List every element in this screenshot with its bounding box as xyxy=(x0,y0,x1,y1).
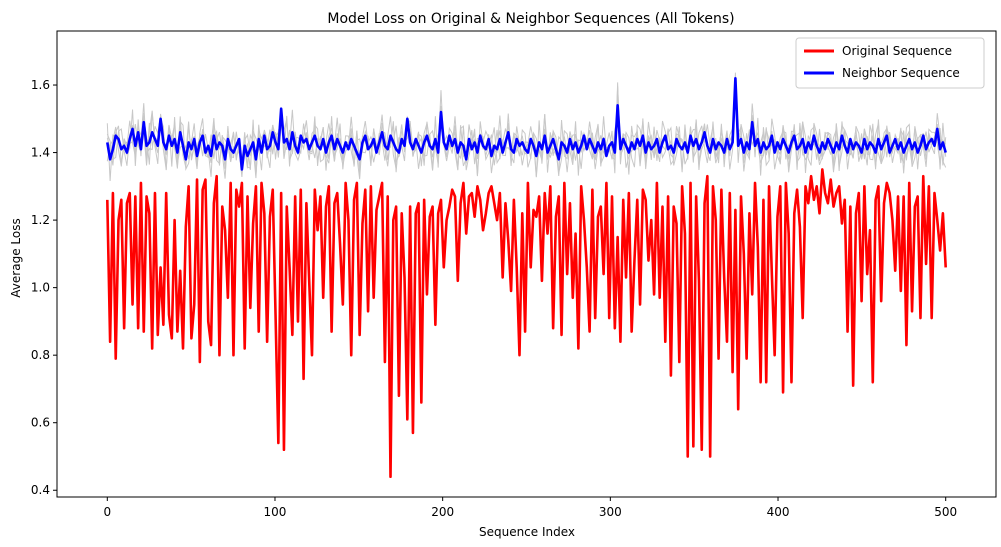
x-tick-label: 300 xyxy=(599,505,622,519)
y-axis-label: Average Loss xyxy=(9,218,23,297)
legend: Original Sequence Neighbor Sequence xyxy=(795,37,985,89)
x-tick-label: 100 xyxy=(264,505,287,519)
plot-frame xyxy=(56,30,997,498)
y-tick-label: 0.6 xyxy=(31,416,50,430)
y-tick-label: 1.4 xyxy=(31,146,50,160)
x-tick-label: 200 xyxy=(431,505,454,519)
series-lines xyxy=(106,76,947,479)
legend-box xyxy=(795,37,985,89)
y-tick-label: 0.4 xyxy=(31,483,50,497)
neighbor-sample-lines xyxy=(106,72,947,181)
legend-label-original: Original Sequence xyxy=(842,44,952,58)
x-axis-ticks: 0 100 200 300 400 500 xyxy=(103,497,957,519)
y-tick-label: 0.8 xyxy=(31,348,50,362)
y-tick-label: 1.2 xyxy=(31,213,50,227)
chart-title: Model Loss on Original & Neighbor Sequen… xyxy=(327,11,734,27)
x-axis-label: Sequence Index xyxy=(479,525,575,539)
neighbor-sample-line xyxy=(106,98,947,177)
legend-label-neighbor: Neighbor Sequence xyxy=(842,66,960,80)
y-tick-label: 1.6 xyxy=(31,78,50,92)
x-tick-label: 0 xyxy=(103,505,111,519)
x-tick-label: 500 xyxy=(934,505,957,519)
y-axis-ticks: 0.4 0.6 0.8 1.0 1.2 1.4 1.6 xyxy=(31,78,57,497)
neighbor-sample-line xyxy=(106,72,947,180)
neighbor-sequence-line xyxy=(106,76,947,171)
original-sequence-line xyxy=(106,168,947,479)
x-tick-label: 400 xyxy=(767,505,790,519)
y-tick-label: 1.0 xyxy=(31,281,50,295)
